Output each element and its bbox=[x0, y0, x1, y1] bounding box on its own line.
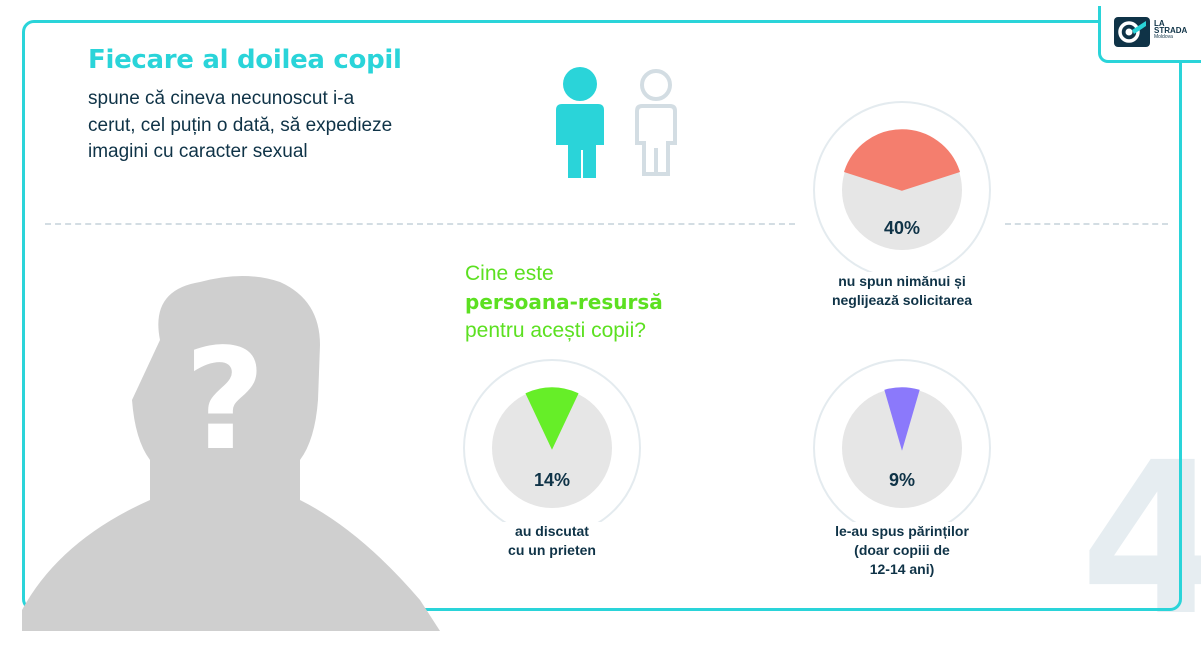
illustrations: ? bbox=[22, 67, 991, 631]
headline: Fiecare al doilea copil bbox=[88, 45, 402, 75]
subtext: spune că cineva necunoscut i-a cerut, ce… bbox=[88, 86, 508, 166]
stat-14-percent: 14% bbox=[533, 470, 571, 490]
stat-40-caption-line-1: nu spun nimănui și bbox=[838, 273, 966, 289]
logo-text: LA STRADA Moldova bbox=[1154, 20, 1187, 41]
stat-9-caption-line-3: 12-14 ani) bbox=[869, 561, 935, 577]
stat-9-caption-line-2: (doar copiii de bbox=[854, 542, 950, 558]
stat-9-caption-line-1: le-au spus părinților bbox=[835, 523, 969, 539]
logo-line-la: LA bbox=[1154, 19, 1165, 28]
la-strada-logo-icon bbox=[1114, 17, 1150, 47]
question-mark-icon: ? bbox=[184, 319, 265, 482]
stat-9-caption: le-au spus părinților (doar copiii de 12… bbox=[800, 522, 1004, 579]
infographic-frame bbox=[22, 20, 1182, 611]
question-line-2-wrap: persoana-resursă bbox=[465, 288, 663, 317]
subtext-line-1: spune că cineva necunoscut i-a bbox=[88, 88, 355, 109]
dashed-divider-right bbox=[1005, 223, 1168, 225]
gauge-wedge-9 bbox=[884, 387, 920, 451]
question-block: Cine este persoana-resursă pentru acești… bbox=[465, 260, 663, 345]
gauges bbox=[463, 101, 991, 537]
person-outline-icon bbox=[635, 69, 677, 176]
logo-line-moldova: Moldova bbox=[1154, 34, 1173, 40]
stat-40-caption: nu spun nimănui și neglijează solicitare… bbox=[790, 272, 1014, 310]
person-filled-icon bbox=[556, 67, 604, 178]
question-line-3: pentru acești copii? bbox=[465, 319, 646, 342]
stat-40-percent: 40% bbox=[883, 218, 921, 238]
stat-14-caption-line-2: cu un prieten bbox=[508, 542, 596, 558]
subtext-line-2: cerut, cel puțin o dată, să expedieze bbox=[88, 114, 393, 136]
subtext-line-3: imagini cu caracter sexual bbox=[88, 141, 308, 162]
stat-40-caption-line-2: neglijează solicitarea bbox=[831, 292, 973, 308]
gauge-wedge-14 bbox=[525, 387, 579, 450]
stat-14-caption-line-1: au discutat bbox=[515, 523, 589, 539]
stat-9-percent: 9% bbox=[888, 470, 915, 490]
unknown-person-silhouette bbox=[22, 276, 440, 631]
logo-line-strada: STRADA bbox=[1154, 26, 1188, 35]
stat-14-caption: au discutat cu un prieten bbox=[480, 522, 624, 560]
dashed-divider-left bbox=[45, 223, 795, 225]
gauge-wedge-40 bbox=[843, 129, 961, 191]
question-line-1: Cine este bbox=[465, 262, 554, 285]
question-line-2: persoana-resursă bbox=[465, 290, 663, 314]
